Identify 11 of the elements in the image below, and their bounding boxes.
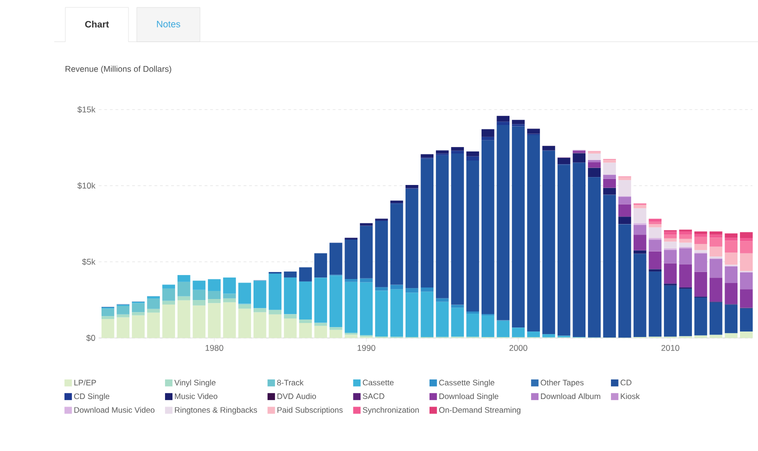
y-tick-label: $10k: [77, 182, 96, 189]
y-tick-label: $5k: [82, 258, 96, 266]
y-axis-title: Revenue (Millions of Dollars): [66, 66, 172, 74]
y-tick-label: $15k: [77, 106, 96, 113]
y-tick-label: $0: [86, 334, 96, 342]
text: Chart: [85, 20, 109, 28]
x-tick-label: 1990: [358, 344, 376, 351]
text: Notes: [157, 20, 180, 28]
x-tick-label: 2000: [509, 344, 528, 351]
x-tick-label: 2010: [661, 344, 680, 351]
x-tick-label: 1980: [206, 344, 224, 351]
